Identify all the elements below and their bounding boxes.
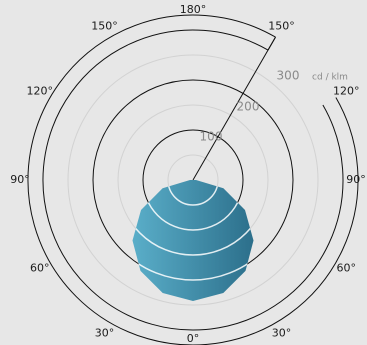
angle-label-30-left: 30° bbox=[95, 326, 115, 339]
angle-label-60-left: 60° bbox=[30, 262, 50, 275]
angle-label-120-left: 120° bbox=[26, 85, 53, 98]
luminous-intensity-curve bbox=[132, 180, 254, 301]
outer-boundary-arc bbox=[27, 14, 359, 345]
angle-label-60-right: 60° bbox=[337, 262, 357, 275]
ring-label-200: 200 bbox=[237, 100, 260, 114]
ring-label-300: 300 bbox=[277, 69, 300, 83]
curve-overlay-ring-50 bbox=[167, 180, 219, 206]
radial-axis-line bbox=[192, 36, 276, 181]
minor-grid-circle-250 bbox=[67, 54, 319, 306]
angle-label-180-top: 180° bbox=[180, 3, 207, 16]
angle-label-150-left: 150° bbox=[91, 20, 118, 33]
angle-label-90-left: 90° bbox=[10, 173, 30, 186]
ring-label-100: 100 bbox=[200, 130, 223, 144]
angle-label-120-right: 120° bbox=[333, 85, 360, 98]
curve-overlay-ring-150 bbox=[132, 180, 254, 256]
angle-label-150-right: 150° bbox=[268, 20, 295, 33]
major-ring-300 bbox=[42, 29, 344, 331]
curve-overlay-ring-100 bbox=[142, 180, 244, 231]
unit-label: cd / klm bbox=[312, 73, 348, 83]
angle-label-90-right: 90° bbox=[346, 173, 366, 186]
angle-label-0-bottom: 0° bbox=[187, 332, 200, 345]
angle-label-30-right: 30° bbox=[272, 326, 292, 339]
curve-overlay-ring-200 bbox=[132, 180, 254, 281]
